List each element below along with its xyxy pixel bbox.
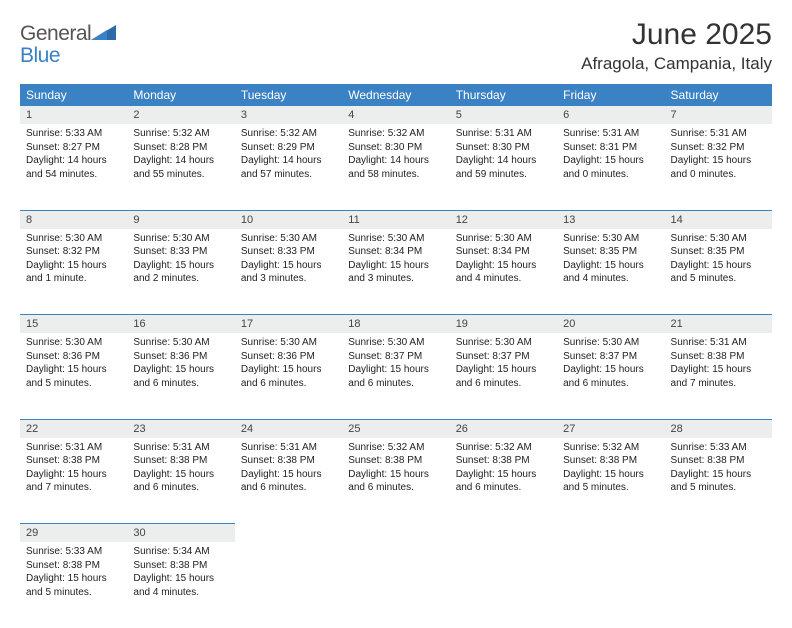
day-cell: Sunrise: 5:31 AMSunset: 8:38 PMDaylight:… [20, 438, 127, 524]
logo-text-blue: Blue [20, 44, 60, 67]
day-cell: Sunrise: 5:30 AMSunset: 8:35 PMDaylight:… [665, 229, 772, 315]
day-number: 15 [20, 315, 127, 334]
day-number: 26 [450, 419, 557, 438]
day-number: 30 [127, 524, 234, 543]
day-cell: Sunrise: 5:30 AMSunset: 8:33 PMDaylight:… [127, 229, 234, 315]
day-cell [665, 542, 772, 628]
day-cell: Sunrise: 5:30 AMSunset: 8:34 PMDaylight:… [342, 229, 449, 315]
day-number: 17 [235, 315, 342, 334]
daycell-row: Sunrise: 5:33 AMSunset: 8:38 PMDaylight:… [20, 542, 772, 628]
day-cell: Sunrise: 5:32 AMSunset: 8:29 PMDaylight:… [235, 124, 342, 210]
day-number: 19 [450, 315, 557, 334]
day-number: 28 [665, 419, 772, 438]
day-number: 23 [127, 419, 234, 438]
day-number [450, 524, 557, 543]
header: General June 2025 Afragola, Campania, It… [20, 18, 772, 74]
calendar-table: Sunday Monday Tuesday Wednesday Thursday… [20, 84, 772, 628]
day-cell: Sunrise: 5:32 AMSunset: 8:38 PMDaylight:… [557, 438, 664, 524]
day-number: 14 [665, 210, 772, 229]
logo-text-general: General [20, 22, 91, 46]
month-title: June 2025 [581, 18, 772, 52]
day-cell [235, 542, 342, 628]
daynum-row: 15161718192021 [20, 315, 772, 334]
day-cell: Sunrise: 5:32 AMSunset: 8:28 PMDaylight:… [127, 124, 234, 210]
day-number: 9 [127, 210, 234, 229]
day-number: 16 [127, 315, 234, 334]
weekday-tuesday: Tuesday [235, 84, 342, 106]
day-cell: Sunrise: 5:32 AMSunset: 8:38 PMDaylight:… [450, 438, 557, 524]
day-cell: Sunrise: 5:30 AMSunset: 8:33 PMDaylight:… [235, 229, 342, 315]
day-cell: Sunrise: 5:30 AMSunset: 8:37 PMDaylight:… [450, 333, 557, 419]
day-number: 10 [235, 210, 342, 229]
daynum-row: 22232425262728 [20, 419, 772, 438]
daynum-row: 2930 [20, 524, 772, 543]
daycell-row: Sunrise: 5:33 AMSunset: 8:27 PMDaylight:… [20, 124, 772, 210]
day-cell: Sunrise: 5:30 AMSunset: 8:37 PMDaylight:… [342, 333, 449, 419]
day-number: 2 [127, 106, 234, 124]
day-number: 3 [235, 106, 342, 124]
day-number: 13 [557, 210, 664, 229]
day-cell: Sunrise: 5:33 AMSunset: 8:38 PMDaylight:… [665, 438, 772, 524]
daycell-row: Sunrise: 5:30 AMSunset: 8:32 PMDaylight:… [20, 229, 772, 315]
daynum-row: 891011121314 [20, 210, 772, 229]
day-number [342, 524, 449, 543]
day-number: 5 [450, 106, 557, 124]
day-cell: Sunrise: 5:31 AMSunset: 8:38 PMDaylight:… [127, 438, 234, 524]
day-number: 6 [557, 106, 664, 124]
day-cell: Sunrise: 5:30 AMSunset: 8:34 PMDaylight:… [450, 229, 557, 315]
daynum-row: 1234567 [20, 106, 772, 124]
day-cell: Sunrise: 5:34 AMSunset: 8:38 PMDaylight:… [127, 542, 234, 628]
daycell-row: Sunrise: 5:31 AMSunset: 8:38 PMDaylight:… [20, 438, 772, 524]
day-number [235, 524, 342, 543]
day-number: 12 [450, 210, 557, 229]
day-cell: Sunrise: 5:30 AMSunset: 8:36 PMDaylight:… [127, 333, 234, 419]
day-cell: Sunrise: 5:30 AMSunset: 8:35 PMDaylight:… [557, 229, 664, 315]
location: Afragola, Campania, Italy [581, 54, 772, 74]
day-cell: Sunrise: 5:30 AMSunset: 8:36 PMDaylight:… [20, 333, 127, 419]
day-number: 25 [342, 419, 449, 438]
day-number [665, 524, 772, 543]
weekday-thursday: Thursday [450, 84, 557, 106]
day-cell: Sunrise: 5:30 AMSunset: 8:36 PMDaylight:… [235, 333, 342, 419]
day-number: 18 [342, 315, 449, 334]
calendar-body: 1234567Sunrise: 5:33 AMSunset: 8:27 PMDa… [20, 106, 772, 628]
day-cell: Sunrise: 5:31 AMSunset: 8:32 PMDaylight:… [665, 124, 772, 210]
logo-text-blue-wrap: Blue [20, 44, 60, 68]
day-cell: Sunrise: 5:32 AMSunset: 8:30 PMDaylight:… [342, 124, 449, 210]
day-cell: Sunrise: 5:31 AMSunset: 8:38 PMDaylight:… [665, 333, 772, 419]
day-number: 4 [342, 106, 449, 124]
day-number [557, 524, 664, 543]
day-number: 22 [20, 419, 127, 438]
weekday-wednesday: Wednesday [342, 84, 449, 106]
day-number: 1 [20, 106, 127, 124]
day-number: 8 [20, 210, 127, 229]
day-number: 24 [235, 419, 342, 438]
day-number: 27 [557, 419, 664, 438]
day-cell: Sunrise: 5:31 AMSunset: 8:31 PMDaylight:… [557, 124, 664, 210]
day-cell: Sunrise: 5:30 AMSunset: 8:37 PMDaylight:… [557, 333, 664, 419]
weekday-sunday: Sunday [20, 84, 127, 106]
weekday-friday: Friday [557, 84, 664, 106]
logo-triangle-icon [91, 23, 117, 46]
daycell-row: Sunrise: 5:30 AMSunset: 8:36 PMDaylight:… [20, 333, 772, 419]
weekday-saturday: Saturday [665, 84, 772, 106]
day-cell: Sunrise: 5:30 AMSunset: 8:32 PMDaylight:… [20, 229, 127, 315]
weekday-row: Sunday Monday Tuesday Wednesday Thursday… [20, 84, 772, 106]
day-number: 20 [557, 315, 664, 334]
day-cell: Sunrise: 5:31 AMSunset: 8:30 PMDaylight:… [450, 124, 557, 210]
day-cell: Sunrise: 5:33 AMSunset: 8:38 PMDaylight:… [20, 542, 127, 628]
day-number: 7 [665, 106, 772, 124]
day-cell [557, 542, 664, 628]
title-block: June 2025 Afragola, Campania, Italy [581, 18, 772, 74]
day-number: 21 [665, 315, 772, 334]
day-cell: Sunrise: 5:33 AMSunset: 8:27 PMDaylight:… [20, 124, 127, 210]
weekday-monday: Monday [127, 84, 234, 106]
logo: General [20, 18, 119, 46]
day-cell: Sunrise: 5:32 AMSunset: 8:38 PMDaylight:… [342, 438, 449, 524]
day-cell: Sunrise: 5:31 AMSunset: 8:38 PMDaylight:… [235, 438, 342, 524]
day-number: 11 [342, 210, 449, 229]
day-number: 29 [20, 524, 127, 543]
day-cell [450, 542, 557, 628]
day-cell [342, 542, 449, 628]
